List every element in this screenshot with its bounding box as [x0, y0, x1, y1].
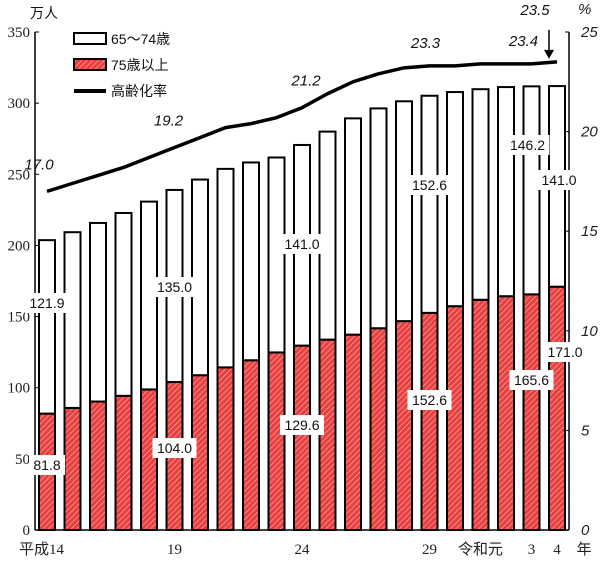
label-75-plus: 81.8 [33, 457, 60, 473]
legend-swatch-75-plus [73, 58, 107, 71]
bar-65-74 [114, 211, 133, 397]
left-tick-label: 200 [8, 238, 31, 254]
label-75-plus: 104.0 [157, 440, 192, 456]
right-tick-label: 20 [580, 124, 598, 141]
left-tick-label: 150 [8, 310, 31, 326]
bar-75-plus [395, 320, 413, 531]
left-tick-label: 350 [8, 25, 31, 41]
label-aging-rate: 23.4 [508, 33, 538, 50]
label-65-74-bg [537, 170, 581, 190]
x-axis-unit: 年 [576, 541, 591, 558]
bar-65-74 [369, 107, 388, 330]
label-75-plus-bg [29, 455, 65, 475]
label-75-plus: 165.6 [514, 372, 549, 388]
label-65-74-bg [25, 293, 69, 313]
bar-65-74 [446, 91, 464, 308]
label-65-74: 141.0 [284, 236, 319, 252]
label-65-74-bg [152, 277, 197, 297]
right-tick-label: 0 [581, 522, 590, 539]
label-75-plus-bg [280, 415, 324, 435]
x-tick-label: 令和元 [458, 541, 503, 558]
bar-65-74 [89, 221, 107, 403]
label-75-plus: 152.6 [412, 392, 447, 408]
bar-65-74 [471, 88, 490, 301]
right-axis-unit: % [578, 1, 591, 18]
label-aging-rate: 17.0 [24, 156, 54, 173]
label-65-74: 135.0 [157, 279, 192, 295]
x-tick-label: 平成14 [19, 541, 65, 558]
arrow-head-icon [544, 49, 554, 59]
left-axis-unit: 万人 [30, 5, 58, 21]
label-65-74: 121.9 [29, 295, 64, 311]
bar-65-74 [395, 100, 413, 323]
bar-65-74 [38, 239, 56, 415]
left-tick-label: 300 [8, 96, 31, 112]
label-65-74-bg [280, 234, 324, 254]
legend: 65～74歳 75歳以上 高齢化率 [73, 31, 170, 99]
legend-label-rate: 高齢化率 [111, 83, 167, 99]
label-65-74: 141.0 [541, 172, 576, 188]
bar-75-plus [140, 388, 158, 532]
label-75-plus: 171.0 [547, 344, 582, 360]
bar-65-74 [242, 161, 260, 362]
right-tick-label: 15 [581, 223, 598, 240]
legend-swatch-65-74 [73, 32, 107, 45]
bar-75-plus [293, 344, 311, 531]
bar-65-74 [497, 86, 515, 298]
label-65-74: 146.2 [510, 137, 545, 153]
left-tick-label: 50 [15, 452, 30, 468]
x-tick-label: 29 [422, 542, 437, 558]
left-tick-label: 0 [23, 523, 31, 539]
x-tick-label: 4 [553, 542, 561, 558]
label-aging-rate: 23.3 [410, 35, 441, 52]
bar-75-plus [267, 351, 286, 531]
bar-75-plus [548, 285, 566, 532]
right-tick-label: 5 [581, 422, 590, 439]
bar-65-74 [267, 156, 286, 354]
label-aging-rate: 21.2 [290, 73, 321, 90]
aging-rate-line [46, 60, 558, 194]
bar-65-74 [344, 117, 362, 336]
legend-label-75-plus: 75歳以上 [111, 57, 169, 73]
x-tick-label: 19 [167, 542, 182, 558]
bar-75-plus [471, 298, 490, 531]
bar-65-74 [63, 231, 82, 409]
bar-75-plus [522, 293, 541, 531]
right-tick-label: 10 [581, 323, 598, 340]
label-75-plus-bg [543, 342, 587, 362]
bar-75-plus [420, 311, 439, 532]
label-65-74-bg [407, 175, 452, 195]
bar-65-74 [216, 167, 235, 369]
label-65-74-bg [505, 135, 550, 155]
x-tick-label: 24 [295, 542, 311, 558]
bar-75-plus [242, 359, 260, 531]
bar-75-plus [63, 406, 82, 531]
bar-75-plus [89, 400, 107, 531]
bar-75-plus [216, 366, 235, 531]
bar-75-plus [497, 295, 515, 531]
label-65-74: 152.6 [412, 177, 447, 193]
bar-75-plus [114, 394, 133, 532]
x-tick-label: 3 [528, 542, 536, 558]
label-aging-rate: 19.2 [154, 113, 184, 130]
left-tick-label: 250 [8, 167, 31, 183]
label-75-plus-bg [407, 390, 452, 410]
bar-75-plus [446, 305, 464, 531]
label-75-plus-bg [152, 438, 197, 458]
label-75-plus: 129.6 [284, 417, 319, 433]
bar-75-plus [369, 327, 388, 531]
bar-75-plus [344, 333, 362, 532]
label-aging-rate: 23.5 [519, 2, 550, 19]
legend-label-65-74: 65～74歳 [111, 31, 170, 47]
label-75-plus-bg [509, 370, 554, 390]
right-tick-label: 25 [580, 24, 598, 41]
left-tick-label: 100 [8, 381, 31, 397]
bar-65-74 [522, 85, 541, 296]
bar-65-74 [420, 94, 439, 314]
